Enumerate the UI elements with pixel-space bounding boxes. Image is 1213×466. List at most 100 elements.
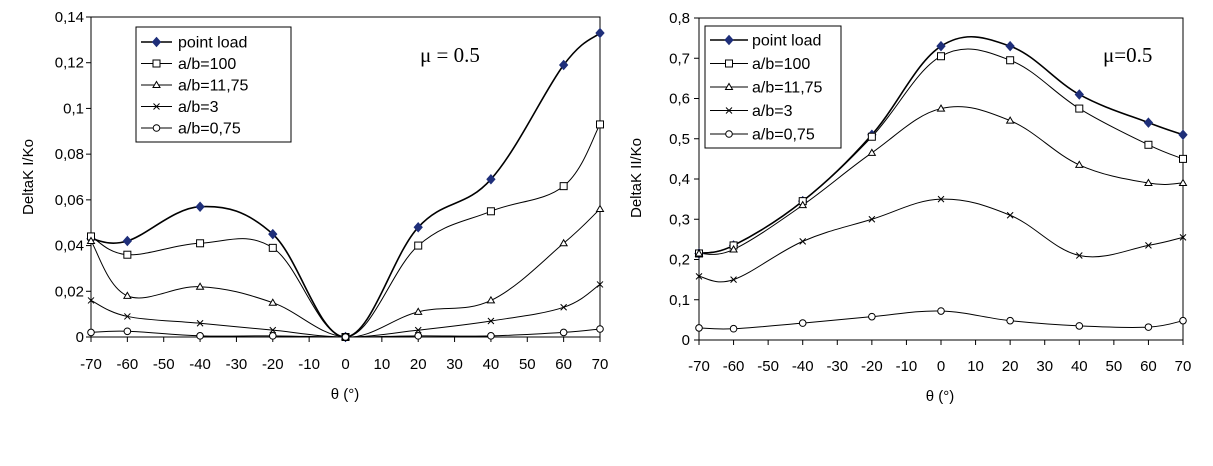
y-tick-label: 0,1 <box>669 292 690 309</box>
data-point <box>1179 154 1187 163</box>
x-tick-label: -40 <box>189 356 211 373</box>
mu-annotation: μ = 0.5 <box>420 43 480 67</box>
data-point <box>123 327 132 336</box>
x-tick-label: -60 <box>723 358 745 375</box>
legend-label: a/b=100 <box>178 56 236 73</box>
y-tick-label: 0,4 <box>669 171 690 188</box>
data-point <box>196 239 205 248</box>
legend-label: a/b=3 <box>178 99 219 116</box>
x-tick-label: 50 <box>519 356 536 373</box>
legend-label: a/b=0,75 <box>752 127 815 144</box>
data-point <box>413 307 423 315</box>
data-point <box>414 332 423 340</box>
data-point <box>1005 40 1015 52</box>
legend-marker <box>724 34 734 46</box>
x-tick-label: -20 <box>262 356 284 373</box>
legend-marker <box>724 82 734 90</box>
data-point <box>86 236 96 244</box>
data-point <box>595 27 605 39</box>
legend-label: a/b=0,75 <box>178 121 241 138</box>
data-point <box>268 243 277 252</box>
axis-ticks: -70 -60 -50 -40 -30 -20 -10 0 10 20 30 40 50 60 70 0 0,0… <box>55 9 609 373</box>
y-tick-label: 0,1 <box>63 100 84 117</box>
legend: point load a/b=100 a/b=11,75 a/b=3 a/b=0,75 <box>141 35 249 138</box>
data-point <box>1074 89 1084 100</box>
data-point <box>937 195 945 203</box>
legend-marker <box>725 130 733 138</box>
data-point <box>559 328 568 337</box>
data-point <box>196 332 204 340</box>
data-point <box>1143 117 1154 128</box>
legend-label: point load <box>752 33 821 50</box>
data-point <box>868 312 876 321</box>
y-tick-label: 0,3 <box>669 211 690 228</box>
data-point <box>486 174 496 185</box>
data-point <box>268 228 278 240</box>
data-point <box>1006 211 1014 219</box>
x-tick-label: 0 <box>341 356 349 373</box>
x-tick-label: 0 <box>937 358 945 375</box>
legend-marker <box>152 59 161 68</box>
data-point <box>1006 316 1014 325</box>
axis-ticks: -70 -60 -50 -40 -30 -20 -10 0 10 20 30 40 50 60 70 0 0,1… <box>669 10 1191 375</box>
y-tick-label: 0,04 <box>55 238 84 255</box>
data-point <box>729 244 738 253</box>
legend-marker <box>153 103 160 110</box>
x-tick-label: 30 <box>446 356 463 373</box>
data-point <box>1179 316 1187 325</box>
x-tick-label: 20 <box>410 356 427 373</box>
series-line-2 <box>90 208 601 338</box>
x-axis-label: θ (°) <box>331 386 360 403</box>
x-tick-label: 70 <box>592 356 609 373</box>
x-tick-label: 40 <box>1071 358 1088 375</box>
legend-label: a/b=11,75 <box>752 80 823 97</box>
x-axis-label: θ (°) <box>926 388 955 405</box>
legend: point load a/b=100 a/b=11,75 a/b=3 a/b=0,75 <box>710 33 823 144</box>
data-point <box>799 238 807 245</box>
legend-marker <box>152 124 161 132</box>
data-point <box>1179 234 1187 241</box>
x-tick-label: -60 <box>117 356 139 373</box>
data-point <box>1145 242 1152 249</box>
x-tick-label: -10 <box>298 356 320 373</box>
legend-label: a/b=100 <box>752 56 810 73</box>
y-tick-label: 0,7 <box>669 50 690 67</box>
series-markers <box>694 40 1188 333</box>
data-point <box>1144 323 1153 331</box>
data-point <box>122 235 133 247</box>
y-tick-label: 0,08 <box>55 146 84 163</box>
data-point <box>269 326 277 334</box>
y-tick-label: 0,02 <box>55 283 84 300</box>
data-point <box>596 325 604 333</box>
y-axis-label: DeltaK I/Ko <box>20 139 37 215</box>
series-markers <box>86 27 605 343</box>
data-point <box>937 307 945 315</box>
data-point <box>559 182 568 191</box>
data-point <box>1075 252 1083 259</box>
y-tick-label: 0,06 <box>55 192 84 209</box>
data-point <box>1005 116 1015 124</box>
data-point <box>936 40 946 52</box>
data-point <box>596 281 604 288</box>
data-point <box>341 333 350 341</box>
data-point <box>937 52 945 61</box>
data-point <box>730 276 737 283</box>
data-point <box>1144 140 1153 149</box>
x-tick-label: -70 <box>80 356 102 373</box>
x-tick-label: -40 <box>792 358 814 375</box>
series-line-1 <box>90 124 601 338</box>
data-point <box>867 132 876 141</box>
x-tick-label: -50 <box>757 358 779 375</box>
y-tick-label: 0,12 <box>55 55 84 72</box>
x-tick-label: -10 <box>896 358 918 375</box>
legend-label: a/b=11,75 <box>178 78 249 95</box>
data-point <box>486 295 496 304</box>
legend-marker <box>725 59 733 68</box>
series-line-3 <box>698 198 1184 283</box>
x-tick-label: 60 <box>555 356 572 373</box>
data-point <box>195 201 205 212</box>
y-tick-label: 0 <box>682 332 690 349</box>
data-point <box>1178 178 1188 187</box>
data-point <box>487 317 495 325</box>
